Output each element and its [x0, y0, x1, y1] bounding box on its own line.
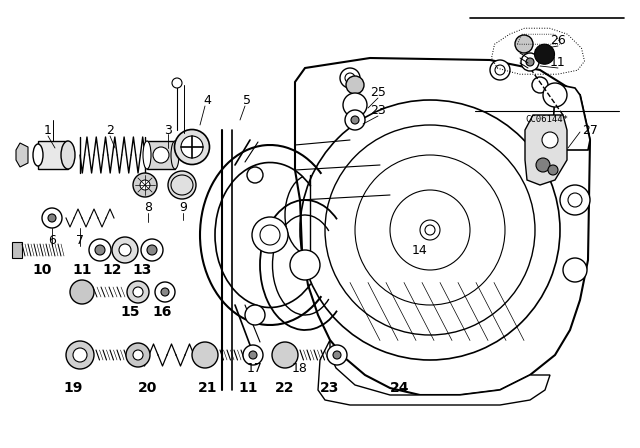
Circle shape — [147, 245, 157, 255]
Circle shape — [48, 214, 56, 222]
Circle shape — [563, 258, 587, 282]
Text: 11: 11 — [550, 56, 566, 69]
Text: 19: 19 — [63, 381, 83, 395]
Polygon shape — [295, 58, 590, 395]
Ellipse shape — [175, 129, 209, 164]
Circle shape — [112, 237, 138, 263]
Text: 27: 27 — [582, 124, 598, 137]
Text: 2: 2 — [106, 124, 114, 137]
Text: 20: 20 — [138, 381, 157, 395]
Ellipse shape — [143, 141, 151, 169]
Text: 3: 3 — [164, 124, 172, 137]
Circle shape — [127, 281, 149, 303]
Text: 26: 26 — [550, 34, 566, 47]
Circle shape — [560, 185, 590, 215]
Circle shape — [548, 165, 558, 175]
Circle shape — [247, 167, 263, 183]
Ellipse shape — [61, 141, 75, 169]
Circle shape — [521, 53, 539, 71]
Circle shape — [168, 171, 196, 199]
Polygon shape — [16, 143, 28, 167]
Text: 17: 17 — [247, 362, 263, 375]
Text: 21: 21 — [198, 381, 218, 395]
Text: 18: 18 — [292, 362, 308, 375]
Circle shape — [70, 280, 94, 304]
Circle shape — [155, 282, 175, 302]
Circle shape — [340, 68, 360, 88]
Circle shape — [73, 348, 87, 362]
Text: 12: 12 — [102, 263, 122, 277]
Text: 14: 14 — [412, 244, 428, 257]
Circle shape — [290, 250, 320, 280]
Text: 23: 23 — [320, 381, 340, 395]
Text: 23: 23 — [370, 103, 386, 116]
Circle shape — [343, 93, 367, 117]
Polygon shape — [552, 85, 590, 150]
Text: 25: 25 — [370, 86, 386, 99]
Text: 5: 5 — [243, 94, 251, 107]
Circle shape — [490, 60, 510, 80]
Circle shape — [119, 244, 131, 256]
Circle shape — [526, 58, 534, 66]
Text: 15: 15 — [120, 305, 140, 319]
Text: 24: 24 — [390, 381, 410, 395]
Ellipse shape — [171, 141, 179, 169]
Ellipse shape — [181, 136, 203, 158]
Circle shape — [327, 345, 347, 365]
Circle shape — [89, 239, 111, 261]
Text: 10: 10 — [32, 263, 52, 277]
Polygon shape — [12, 242, 22, 258]
Circle shape — [532, 77, 548, 93]
Circle shape — [252, 217, 288, 253]
Circle shape — [133, 173, 157, 197]
Polygon shape — [318, 340, 550, 405]
Circle shape — [161, 288, 169, 296]
Circle shape — [42, 208, 62, 228]
Text: 1: 1 — [44, 124, 52, 137]
Text: 8: 8 — [144, 201, 152, 214]
Circle shape — [515, 35, 533, 53]
Circle shape — [249, 351, 257, 359]
Circle shape — [245, 305, 265, 325]
Circle shape — [536, 158, 550, 172]
Circle shape — [346, 76, 364, 94]
Text: 4: 4 — [203, 94, 211, 107]
Circle shape — [153, 147, 169, 163]
Circle shape — [543, 83, 567, 107]
Circle shape — [95, 245, 105, 255]
Text: 9: 9 — [179, 201, 187, 214]
Circle shape — [534, 44, 554, 64]
Bar — [38, 141, 68, 169]
Circle shape — [141, 239, 163, 261]
Text: 7: 7 — [76, 233, 84, 246]
Polygon shape — [525, 115, 567, 185]
Circle shape — [260, 225, 280, 245]
Text: 16: 16 — [152, 305, 172, 319]
Circle shape — [133, 287, 143, 297]
Text: CC06144*: CC06144* — [525, 115, 569, 124]
Text: 13: 13 — [132, 263, 152, 277]
Circle shape — [192, 342, 218, 368]
Text: 6: 6 — [48, 233, 56, 246]
Circle shape — [140, 180, 150, 190]
Circle shape — [172, 78, 182, 88]
Circle shape — [333, 351, 341, 359]
Circle shape — [66, 341, 94, 369]
Circle shape — [568, 193, 582, 207]
Circle shape — [243, 345, 263, 365]
Text: 11: 11 — [238, 381, 258, 395]
Text: 22: 22 — [275, 381, 295, 395]
Circle shape — [351, 116, 359, 124]
Circle shape — [542, 132, 558, 148]
Circle shape — [133, 350, 143, 360]
Circle shape — [345, 110, 365, 130]
Ellipse shape — [33, 144, 43, 166]
Circle shape — [495, 65, 505, 75]
Circle shape — [425, 225, 435, 235]
Bar — [147, 141, 175, 169]
Circle shape — [126, 343, 150, 367]
Circle shape — [345, 73, 355, 83]
Circle shape — [272, 342, 298, 368]
Text: 11: 11 — [72, 263, 92, 277]
